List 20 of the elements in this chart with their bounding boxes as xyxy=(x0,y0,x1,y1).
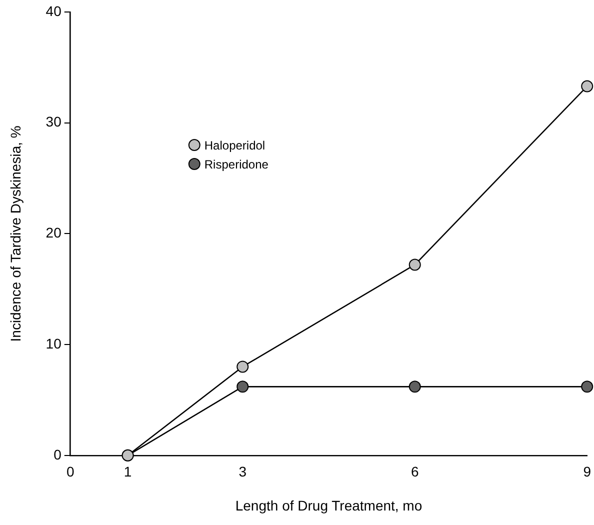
y-tick-label: 30 xyxy=(46,114,62,130)
y-tick-label: 0 xyxy=(54,446,62,462)
point xyxy=(408,258,421,271)
y-axis-title: Incidence of Tardive Dyskinesia, % xyxy=(7,126,24,342)
y-tick-label: 40 xyxy=(46,2,62,19)
legend-label: Haloperidol xyxy=(204,138,266,152)
point xyxy=(581,380,594,393)
point xyxy=(408,380,421,393)
legend-label: Risperidone xyxy=(204,157,269,172)
x-tick-label: 6 xyxy=(410,464,419,480)
x-tick-label: 0 xyxy=(66,464,74,480)
y-tick-label: 10 xyxy=(46,335,62,352)
x-tick-label: 3 xyxy=(238,464,247,480)
x-tick-label: 1 xyxy=(124,464,132,480)
point xyxy=(236,360,249,373)
y-tick-label: 20 xyxy=(46,224,62,241)
x-axis-title: Length of Drug Treatment, mo xyxy=(235,497,422,514)
x-tick-label: 9 xyxy=(583,464,592,480)
point xyxy=(236,380,249,393)
point xyxy=(581,80,594,92)
